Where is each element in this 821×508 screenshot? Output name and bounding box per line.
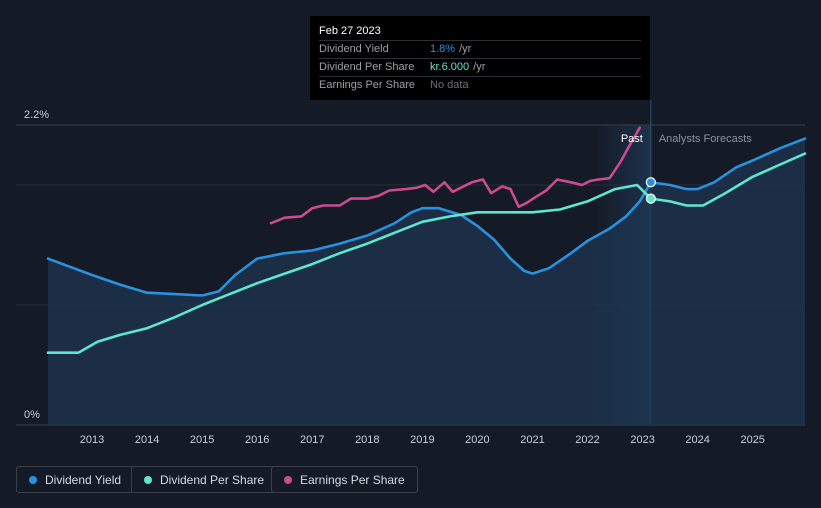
tooltip-row-dividend-yield: Dividend Yield 1.8% /yr: [319, 40, 641, 58]
tooltip-unit: /yr: [459, 43, 472, 55]
dividend-per-share-marker: [645, 193, 656, 204]
tooltip-label: Earnings Per Share: [319, 79, 415, 91]
y-tick-label-bottom: 0%: [24, 409, 40, 421]
legend-label: Earnings Per Share: [300, 472, 405, 487]
y-tick-label-top: 2.2%: [24, 109, 49, 121]
series-areas: [48, 138, 805, 425]
dividend-yield-line: [46, 137, 807, 297]
x-tick-label: 2014: [135, 434, 159, 446]
legend-dot-icon: [284, 475, 292, 484]
past-label: Past: [621, 133, 643, 145]
dividend-per-share-line: [46, 152, 807, 354]
series-lines: [46, 126, 807, 354]
x-tick-label: 2022: [575, 434, 599, 446]
legend-label: Dividend Yield: [45, 472, 122, 487]
x-tick-label: 2024: [685, 434, 709, 446]
x-tick-label: 2025: [740, 434, 764, 446]
dividend-yield-area: [48, 138, 805, 425]
x-tick-label: 2020: [465, 434, 489, 446]
axis-labels: 2.2% 0% 2013 2014 2015 2016 2017 2018 2019 2020 20…: [24, 109, 765, 446]
x-tick-label: 2018: [355, 434, 379, 446]
forecast-label: Analysts Forecasts: [659, 133, 752, 145]
legend-item-dividend-per-share[interactable]: Dividend Per Share: [131, 466, 278, 493]
tooltip-unit: /yr: [473, 61, 486, 73]
legend-item-earnings-per-share[interactable]: Earnings Per Share: [271, 466, 418, 493]
x-tick-label: 2015: [190, 434, 214, 446]
tooltip-row-dividend-per-share: Dividend Per Share kr.6.000 /yr: [319, 58, 641, 76]
legend-dot-icon: [144, 475, 152, 484]
legend-item-dividend-yield[interactable]: Dividend Yield: [16, 466, 135, 493]
dividend-yield-marker: [645, 177, 656, 188]
x-tick-label: 2013: [80, 434, 104, 446]
legend-dot-icon: [29, 475, 37, 484]
tooltip-row-earnings-per-share: Earnings Per Share No data: [319, 76, 641, 94]
earnings-per-share-line: [269, 126, 642, 225]
tooltip-label: Dividend Per Share: [319, 61, 415, 73]
tooltip-label: Dividend Yield: [319, 43, 389, 55]
x-tick-label: 2021: [520, 434, 544, 446]
x-tick-label: 2017: [300, 434, 324, 446]
tooltip-date: Feb 27 2023: [319, 25, 381, 37]
tooltip-value: kr.6.000: [430, 61, 470, 73]
x-tick-label: 2019: [410, 434, 434, 446]
tooltip-no-data: No data: [430, 79, 469, 91]
x-tick-label: 2016: [245, 434, 269, 446]
x-tick-label: 2023: [630, 434, 654, 446]
hover-tooltip: Feb 27 2023 Dividend Yield 1.8% /yr Divi…: [310, 16, 650, 100]
series-markers: [645, 177, 656, 204]
tooltip-value: 1.8%: [430, 43, 456, 55]
legend-label: Dividend Per Share: [160, 472, 265, 487]
